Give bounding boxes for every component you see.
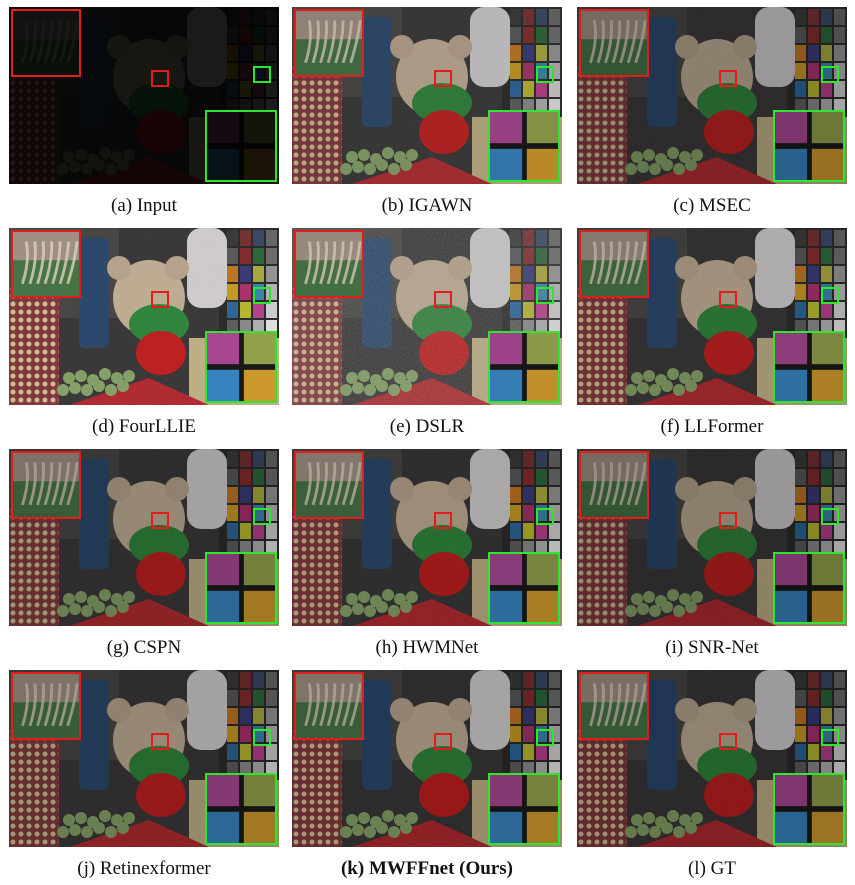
zoom-region-green-marker: [821, 66, 839, 83]
zoom-inset-red: [294, 451, 364, 519]
zoom-region-red-marker: [151, 733, 169, 750]
scene-image: [577, 228, 847, 405]
panel-caption: (h) HWMNet: [375, 637, 479, 658]
zoom-inset-green: [488, 331, 560, 403]
result-image: [292, 228, 562, 405]
zoom-region-green-marker: [821, 287, 839, 304]
panel-caption: (g) CSPN: [106, 637, 182, 658]
zoom-inset-green: [773, 773, 845, 845]
zoom-inset-green: [773, 110, 845, 182]
zoom-region-red-marker: [719, 291, 737, 308]
zoom-inset-red: [294, 9, 364, 77]
panel-caption: (c) MSEC: [673, 195, 751, 216]
panel-caption: (i) SNR-Net: [665, 637, 759, 658]
result-image: [577, 449, 847, 626]
zoom-inset-red: [11, 451, 81, 519]
zoom-region-red-marker: [719, 733, 737, 750]
zoom-inset-red: [294, 672, 364, 740]
zoom-region-red-marker: [151, 512, 169, 529]
panel-caption: (e) DSLR: [389, 416, 465, 437]
zoom-region-red-marker: [434, 291, 452, 308]
zoom-region-green-marker: [253, 729, 271, 746]
result-image: [292, 449, 562, 626]
zoom-inset-red: [11, 9, 81, 77]
zoom-region-red-marker: [434, 512, 452, 529]
zoom-inset-green: [205, 552, 277, 624]
zoom-region-green-marker: [253, 66, 271, 83]
zoom-inset-red: [579, 9, 649, 77]
zoom-region-red-marker: [151, 291, 169, 308]
zoom-region-green-marker: [821, 508, 839, 525]
zoom-inset-red: [11, 672, 81, 740]
zoom-region-red-marker: [434, 733, 452, 750]
zoom-inset-green: [205, 110, 277, 182]
zoom-inset-green: [205, 331, 277, 403]
zoom-region-green-marker: [253, 287, 271, 304]
zoom-inset-red: [11, 230, 81, 298]
zoom-region-red-marker: [719, 70, 737, 87]
result-image: [577, 228, 847, 405]
zoom-inset-green: [773, 331, 845, 403]
result-image: [577, 670, 847, 847]
zoom-region-green-marker: [536, 508, 554, 525]
zoom-inset-green: [773, 552, 845, 624]
zoom-inset-green: [488, 773, 560, 845]
result-image: [9, 449, 279, 626]
panel-caption: (l) GT: [687, 858, 736, 879]
panel-caption: (f) LLFormer: [660, 416, 764, 437]
zoom-inset-green: [488, 552, 560, 624]
result-image: [292, 7, 562, 184]
zoom-inset-red: [579, 230, 649, 298]
result-image: [577, 7, 847, 184]
zoom-region-green-marker: [821, 729, 839, 746]
zoom-region-green-marker: [253, 508, 271, 525]
zoom-region-green-marker: [536, 66, 554, 83]
zoom-inset-green: [488, 110, 560, 182]
zoom-region-red-marker: [151, 70, 169, 87]
panel-caption: (b) IGAWN: [381, 195, 473, 216]
zoom-region-red-marker: [719, 512, 737, 529]
zoom-inset-green: [205, 773, 277, 845]
zoom-inset-red: [579, 672, 649, 740]
result-image: [292, 670, 562, 847]
result-image: [9, 7, 279, 184]
panel-caption: (k) MWFFnet (Ours): [340, 858, 514, 879]
panel-caption: (d) FourLLIE: [92, 416, 196, 437]
zoom-region-green-marker: [536, 287, 554, 304]
result-image: [9, 670, 279, 847]
panel-caption: (j) Retinexformer: [77, 858, 211, 879]
zoom-region-green-marker: [536, 729, 554, 746]
panel-caption: (a) Input: [111, 195, 177, 216]
zoom-region-red-marker: [434, 70, 452, 87]
zoom-inset-red: [294, 230, 364, 298]
zoom-inset-red: [579, 451, 649, 519]
result-image: [9, 228, 279, 405]
scene-image: [9, 7, 279, 184]
